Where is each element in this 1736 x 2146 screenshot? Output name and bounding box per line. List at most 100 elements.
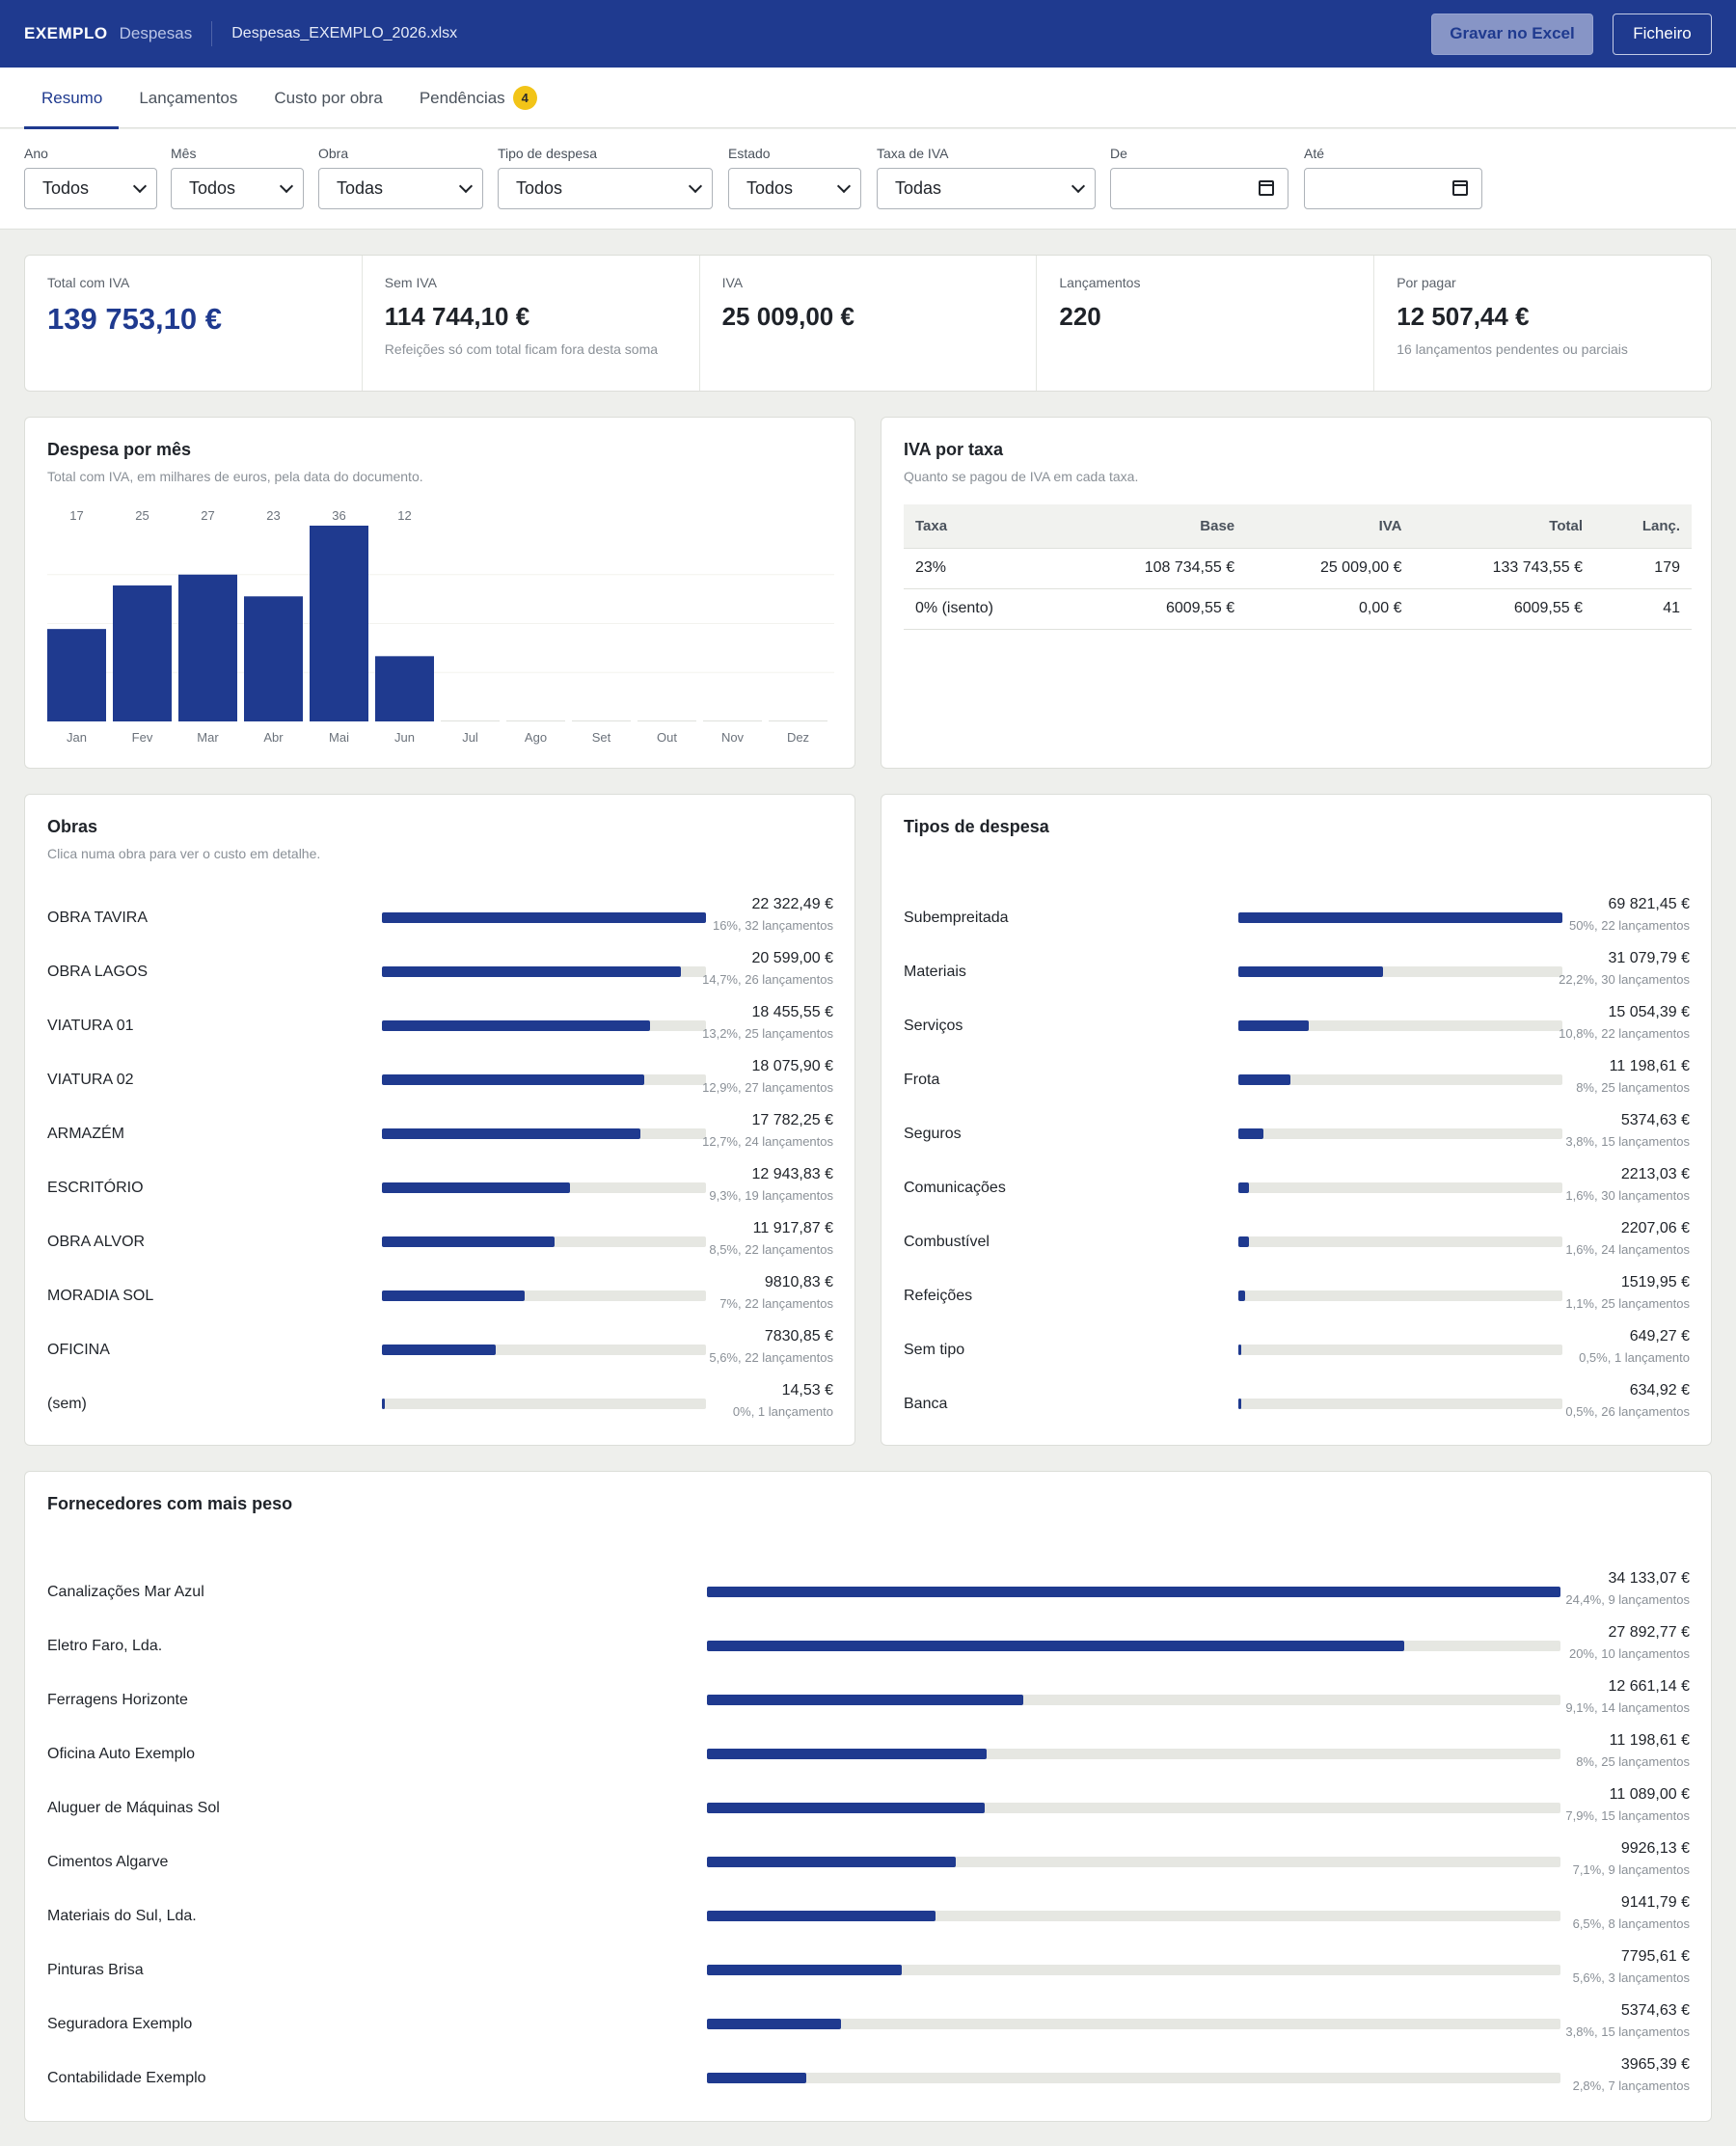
file-button[interactable]: Ficheiro <box>1613 13 1712 55</box>
supplier-row: Materiais do Sul, Lda. 9141,79 € 6,5%, 8 l… <box>47 1889 1690 1943</box>
tab-custo-por-obra[interactable]: Custo por obra <box>258 68 398 128</box>
obra-row[interactable]: VIATURA 02 18 075,90 € 12,9%, 27 lançament… <box>47 1053 833 1107</box>
monthly-bar-chart: 17 Jan 25 Fev 27 Mar 23 Abr 36 Mai 12 Jun Jul Ago Set O… <box>47 508 834 745</box>
row-share-meta: 1,6%, 24 lançamentos <box>1565 1242 1690 1257</box>
share-bar-track <box>1238 912 1562 923</box>
mes-select[interactable]: Todos <box>171 168 304 209</box>
table-cell: 6009,55 € <box>1413 588 1595 630</box>
bar-abr[interactable] <box>244 596 303 721</box>
table-cell: 179 <box>1594 548 1692 589</box>
supplier-row: Eletro Faro, Lda. 27 892,77 € 20%, 10 lanç… <box>47 1619 1690 1673</box>
obra-row[interactable]: (sem) 14,53 € 0%, 1 lançamento <box>47 1377 833 1431</box>
row-label: Contabilidade Exemplo <box>47 2070 206 2086</box>
row-label: Eletro Faro, Lda. <box>47 1638 163 1654</box>
row-label: Materiais <box>904 964 966 980</box>
bar-jun[interactable] <box>375 656 434 721</box>
supplier-row: Canalizações Mar Azul 34 133,07 € 24,4%, 9… <box>47 1565 1690 1619</box>
bar-mai[interactable] <box>310 526 368 721</box>
share-bar-track <box>382 966 706 977</box>
share-bar-fill <box>382 1236 556 1247</box>
filter-tipo: Tipo de despesa Todos <box>498 146 713 209</box>
row-label: Ferragens Horizonte <box>47 1692 188 1708</box>
taxa-select[interactable]: Todas <box>877 168 1096 209</box>
share-bar-fill <box>1238 1345 1242 1355</box>
bar-mar[interactable] <box>178 574 237 721</box>
row-share-meta: 6,5%, 8 lançamentos <box>1572 1916 1690 1931</box>
share-bar-track <box>1238 966 1562 977</box>
row-share-meta: 20%, 10 lançamentos <box>1568 1646 1690 1661</box>
share-bar-track <box>707 1587 1560 1597</box>
row-amount: 1519,95 € <box>1620 1274 1690 1290</box>
kpi-value: 220 <box>1059 302 1101 331</box>
tipo-row: Materiais 31 079,79 € 22,2%, 30 lançamento… <box>904 945 1690 999</box>
obra-row[interactable]: OBRA TAVIRA 22 322,49 € 16%, 32 lançamento… <box>47 891 833 945</box>
bar-jan[interactable] <box>47 629 106 721</box>
share-bar-fill <box>382 1074 645 1085</box>
select-value: Todos <box>516 178 563 198</box>
brand-subtitle: Despesas <box>119 24 193 42</box>
obra-select[interactable]: Todas <box>318 168 483 209</box>
tab-pendencias[interactable]: Pendências 4 <box>403 68 554 128</box>
kpi-label: Total com IVA <box>47 275 130 290</box>
month-tick-label: Jan <box>67 730 87 745</box>
calendar-icon[interactable] <box>1452 180 1468 196</box>
filter-taxa: Taxa de IVA Todas <box>877 146 1096 209</box>
tipo-row: Seguros 5374,63 € 3,8%, 15 lançamentos <box>904 1107 1690 1161</box>
tab-lancamentos[interactable]: Lançamentos <box>122 68 254 128</box>
share-bar-track <box>1238 1128 1562 1139</box>
obra-row[interactable]: ESCRITÓRIO 12 943,83 € 9,3%, 19 lançamento… <box>47 1161 833 1215</box>
bar-fev[interactable] <box>113 585 172 721</box>
obra-row[interactable]: VIATURA 01 18 455,55 € 13,2%, 25 lançament… <box>47 999 833 1053</box>
calendar-icon[interactable] <box>1259 180 1274 196</box>
chevron-down-icon <box>279 178 294 194</box>
row-amount: 11 089,00 € <box>1609 1786 1690 1803</box>
vat-table: Taxa Base IVA Total Lanç. 23% 108 734,55… <box>904 504 1692 630</box>
month-tick-label: Dez <box>787 730 809 745</box>
filter-label: Tipo de despesa <box>498 146 597 161</box>
kpi-label: Por pagar <box>1397 275 1456 290</box>
row-amount: 27 892,77 € <box>1608 1624 1690 1641</box>
table-header-row: Taxa Base IVA Total Lanç. <box>904 504 1692 549</box>
date-from-input[interactable] <box>1110 168 1288 209</box>
obra-row[interactable]: OFICINA 7830,85 € 5,6%, 22 lançamentos <box>47 1323 833 1377</box>
obra-row[interactable]: MORADIA SOL 9810,83 € 7%, 22 lançamentos <box>47 1269 833 1323</box>
obra-row[interactable]: OBRA LAGOS 20 599,00 € 14,7%, 26 lançament… <box>47 945 833 999</box>
share-bar-fill <box>382 1020 650 1031</box>
row-share-meta: 0,5%, 1 lançamento <box>1579 1350 1690 1365</box>
ano-select[interactable]: Todos <box>24 168 157 209</box>
share-bar-fill <box>707 1803 985 1813</box>
obra-row[interactable]: OBRA ALVOR 11 917,87 € 8,5%, 22 lançamento… <box>47 1215 833 1269</box>
kpi-value: 25 009,00 € <box>721 302 854 331</box>
table-row: 0% (isento) 6009,55 € 0,00 € 6009,55 € 4… <box>904 588 1692 630</box>
row-amount: 634,92 € <box>1629 1382 1690 1399</box>
kpi-label: Lançamentos <box>1059 275 1141 290</box>
date-to-input[interactable] <box>1304 168 1482 209</box>
estado-select[interactable]: Todos <box>728 168 861 209</box>
share-bar-fill <box>1238 912 1562 923</box>
filter-label: De <box>1110 146 1127 161</box>
share-bar-track <box>1238 1290 1562 1301</box>
save-excel-button[interactable]: Gravar no Excel <box>1431 13 1593 55</box>
tab-resumo[interactable]: Resumo <box>24 68 120 129</box>
row-label: MORADIA SOL <box>47 1288 154 1304</box>
share-bar-track <box>1238 1182 1562 1193</box>
column-header: Total <box>1413 504 1595 549</box>
tab-label: Resumo <box>41 88 103 107</box>
table-cell: 0,00 € <box>1246 588 1414 630</box>
share-bar-fill <box>707 1695 1024 1705</box>
row-amount: 18 075,90 € <box>751 1058 833 1074</box>
row-amount: 12 661,14 € <box>1608 1678 1690 1695</box>
row-share-meta: 8%, 25 lançamentos <box>1576 1754 1690 1769</box>
select-value: Todos <box>189 178 236 198</box>
table-cell: 23% <box>904 548 1066 589</box>
obra-row[interactable]: ARMAZÉM 17 782,25 € 12,7%, 24 lançamentos <box>47 1107 833 1161</box>
row-amount: 9926,13 € <box>1620 1840 1690 1857</box>
tipo-select[interactable]: Todos <box>498 168 713 209</box>
card-subtitle: Total com IVA, em milhares de euros, pel… <box>47 469 423 484</box>
row-amount: 18 455,55 € <box>751 1004 833 1020</box>
select-value: Todos <box>746 178 794 198</box>
month-tick-label: Set <box>592 730 611 745</box>
row-label: VIATURA 02 <box>47 1072 134 1088</box>
row-amount: 22 322,49 € <box>751 896 833 912</box>
filter-label: Estado <box>728 146 771 161</box>
